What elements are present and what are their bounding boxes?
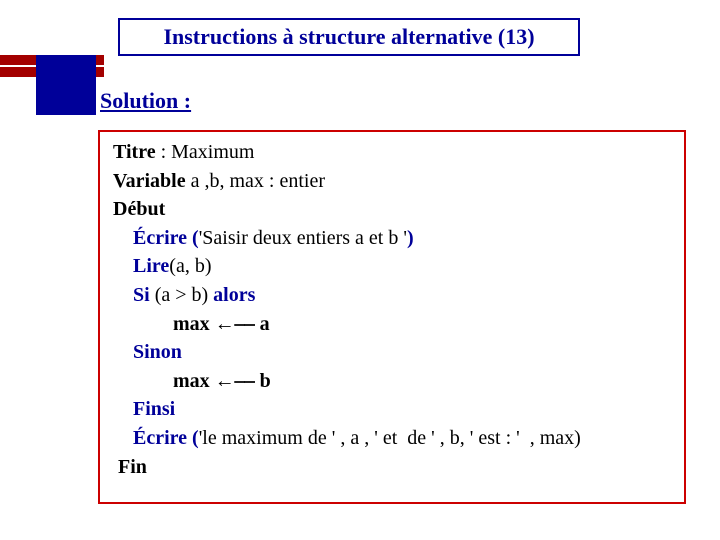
kw-ecrire: Écrire ( bbox=[133, 227, 199, 249]
solution-label: Solution : bbox=[100, 88, 191, 114]
code-line-7: max ←⎯⎯ a bbox=[108, 310, 676, 339]
kw-sinon: Sinon bbox=[133, 341, 182, 363]
code-line-3: Début bbox=[108, 195, 676, 224]
kw-lire: Lire bbox=[133, 255, 169, 277]
code-line-5: Lire(a, b) bbox=[108, 252, 676, 281]
code-line-2: Variable a ,b, max : entier bbox=[108, 167, 676, 196]
code-line-1: Titre : Maximum bbox=[108, 138, 676, 167]
kw-alors: alors bbox=[213, 284, 255, 306]
code-line-9: max ←⎯⎯ b bbox=[108, 367, 676, 396]
text: , b, bbox=[435, 427, 470, 449]
text: , max) bbox=[520, 427, 581, 449]
kw-si: Si bbox=[133, 284, 150, 306]
arrow-icon: ←⎯⎯ bbox=[215, 313, 255, 335]
code-line-6: Si (a > b) alors bbox=[108, 281, 676, 310]
text: a bbox=[255, 313, 270, 335]
text: b bbox=[255, 370, 271, 392]
slide-title: Instructions à structure alternative (13… bbox=[163, 24, 534, 50]
code-line-12: Fin bbox=[108, 453, 676, 482]
text: ' est : ' bbox=[470, 427, 520, 449]
kw-paren: ) bbox=[407, 227, 414, 249]
text: 'le maximum de ' bbox=[199, 427, 336, 449]
text: 'Saisir deux entiers a et b ' bbox=[199, 227, 407, 249]
code-line-8: Sinon bbox=[108, 338, 676, 367]
kw-finsi: Finsi bbox=[133, 398, 175, 420]
kw-fin: Fin bbox=[118, 456, 147, 478]
text: ' et de ' bbox=[374, 427, 435, 449]
code-line-4: Écrire ('Saisir deux entiers a et b ') bbox=[108, 224, 676, 253]
kw-ecrire: Écrire ( bbox=[133, 427, 199, 449]
code-line-11: Écrire ('le maximum de ' , a , ' et de '… bbox=[108, 424, 676, 453]
text: (a, b) bbox=[169, 255, 211, 277]
title-box: Instructions à structure alternative (13… bbox=[118, 18, 580, 56]
text: , a , bbox=[335, 427, 374, 449]
kw-debut: Début bbox=[113, 198, 165, 220]
text: (a > b) bbox=[150, 284, 213, 306]
kw-max: max bbox=[173, 370, 215, 392]
code-box: Titre : Maximum Variable a ,b, max : ent… bbox=[98, 130, 686, 504]
arrow-icon: ←⎯⎯ bbox=[215, 370, 255, 392]
text: a ,b, max : entier bbox=[186, 170, 325, 192]
kw-variable: Variable bbox=[113, 170, 186, 192]
code-line-10: Finsi bbox=[108, 395, 676, 424]
blue-square bbox=[36, 55, 96, 115]
kw-titre: Titre bbox=[113, 141, 156, 163]
kw-max: max bbox=[173, 313, 215, 335]
text: : Maximum bbox=[156, 141, 255, 163]
slide: Instructions à structure alternative (13… bbox=[0, 0, 720, 540]
